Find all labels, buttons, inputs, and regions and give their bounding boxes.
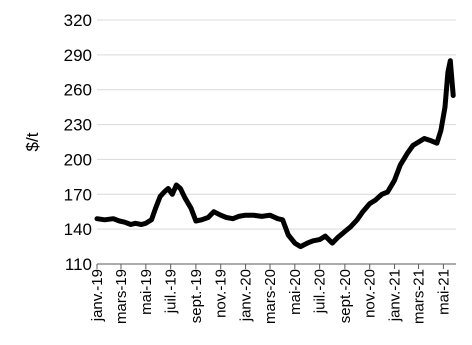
x-tick-label: sept.-19 bbox=[188, 269, 205, 323]
x-tick-label: mars-19 bbox=[113, 269, 130, 324]
x-tick-label: mai-19 bbox=[138, 269, 155, 315]
y-tick-label-290: 290 bbox=[64, 46, 92, 65]
x-tick-labels: janv.-19 mars-19 mai-19 juil.-19 sept.-19 nov… bbox=[89, 269, 452, 324]
x-tick-label: juil.-20 bbox=[312, 269, 329, 314]
x-tick-label: mai-21 bbox=[435, 269, 452, 315]
y-tick-label-200: 200 bbox=[64, 150, 92, 169]
y-tick-label-230: 230 bbox=[64, 116, 92, 135]
y-axis-title: $/t bbox=[23, 132, 42, 151]
series-line-0 bbox=[94, 58, 456, 250]
axes bbox=[96, 263, 456, 269]
x-tick-label: mars-21 bbox=[411, 269, 428, 324]
x-tick-label: janv.-20 bbox=[238, 269, 255, 322]
x-tick-label: janv.-19 bbox=[89, 269, 106, 322]
y-tick-label-320: 320 bbox=[64, 11, 92, 30]
y-tick-label-170: 170 bbox=[64, 185, 92, 204]
gridlines bbox=[97, 19, 456, 230]
x-tick-label: mars-20 bbox=[262, 269, 279, 324]
y-tick-label-260: 260 bbox=[64, 81, 92, 100]
x-tick-label: nov.-20 bbox=[362, 269, 379, 318]
x-tick-label: janv.-21 bbox=[387, 269, 404, 322]
x-tick-label: sept.-20 bbox=[337, 269, 354, 323]
x-tick-label: juil.-19 bbox=[163, 269, 180, 314]
x-tick-label: mai-20 bbox=[287, 269, 304, 315]
y-tick-labels: 110 140 170 200 230 260 290 320 bbox=[64, 11, 92, 274]
x-tick-label: nov.-19 bbox=[213, 269, 230, 318]
series-lines bbox=[94, 58, 456, 250]
y-tick-label-140: 140 bbox=[64, 220, 92, 239]
y-tick-label-110: 110 bbox=[65, 255, 92, 274]
